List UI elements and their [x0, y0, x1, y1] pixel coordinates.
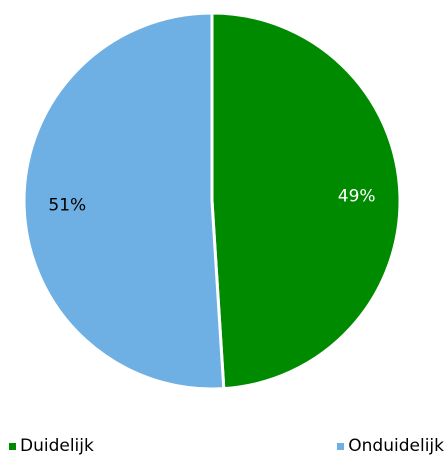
legend-item-onduidelijk: Onduidelijk: [337, 436, 444, 456]
pie-slice-duidelijk: [210, 11, 402, 391]
data-label-onduidelijk: 51%: [48, 196, 86, 216]
legend-swatch-onduidelijk: [337, 442, 345, 450]
pie-chart: 49% 51%: [22, 11, 402, 391]
legend-label-onduidelijk: Onduidelijk: [348, 436, 444, 456]
pie-slice-onduidelijk: [22, 11, 226, 391]
legend-label-duidelijk: Duidelijk: [20, 436, 94, 456]
legend-swatch-duidelijk: [9, 442, 16, 450]
data-label-duidelijk: 49%: [338, 187, 376, 207]
legend: Duidelijk Onduidelijk: [0, 436, 444, 458]
legend-item-duidelijk: Duidelijk: [9, 436, 94, 456]
